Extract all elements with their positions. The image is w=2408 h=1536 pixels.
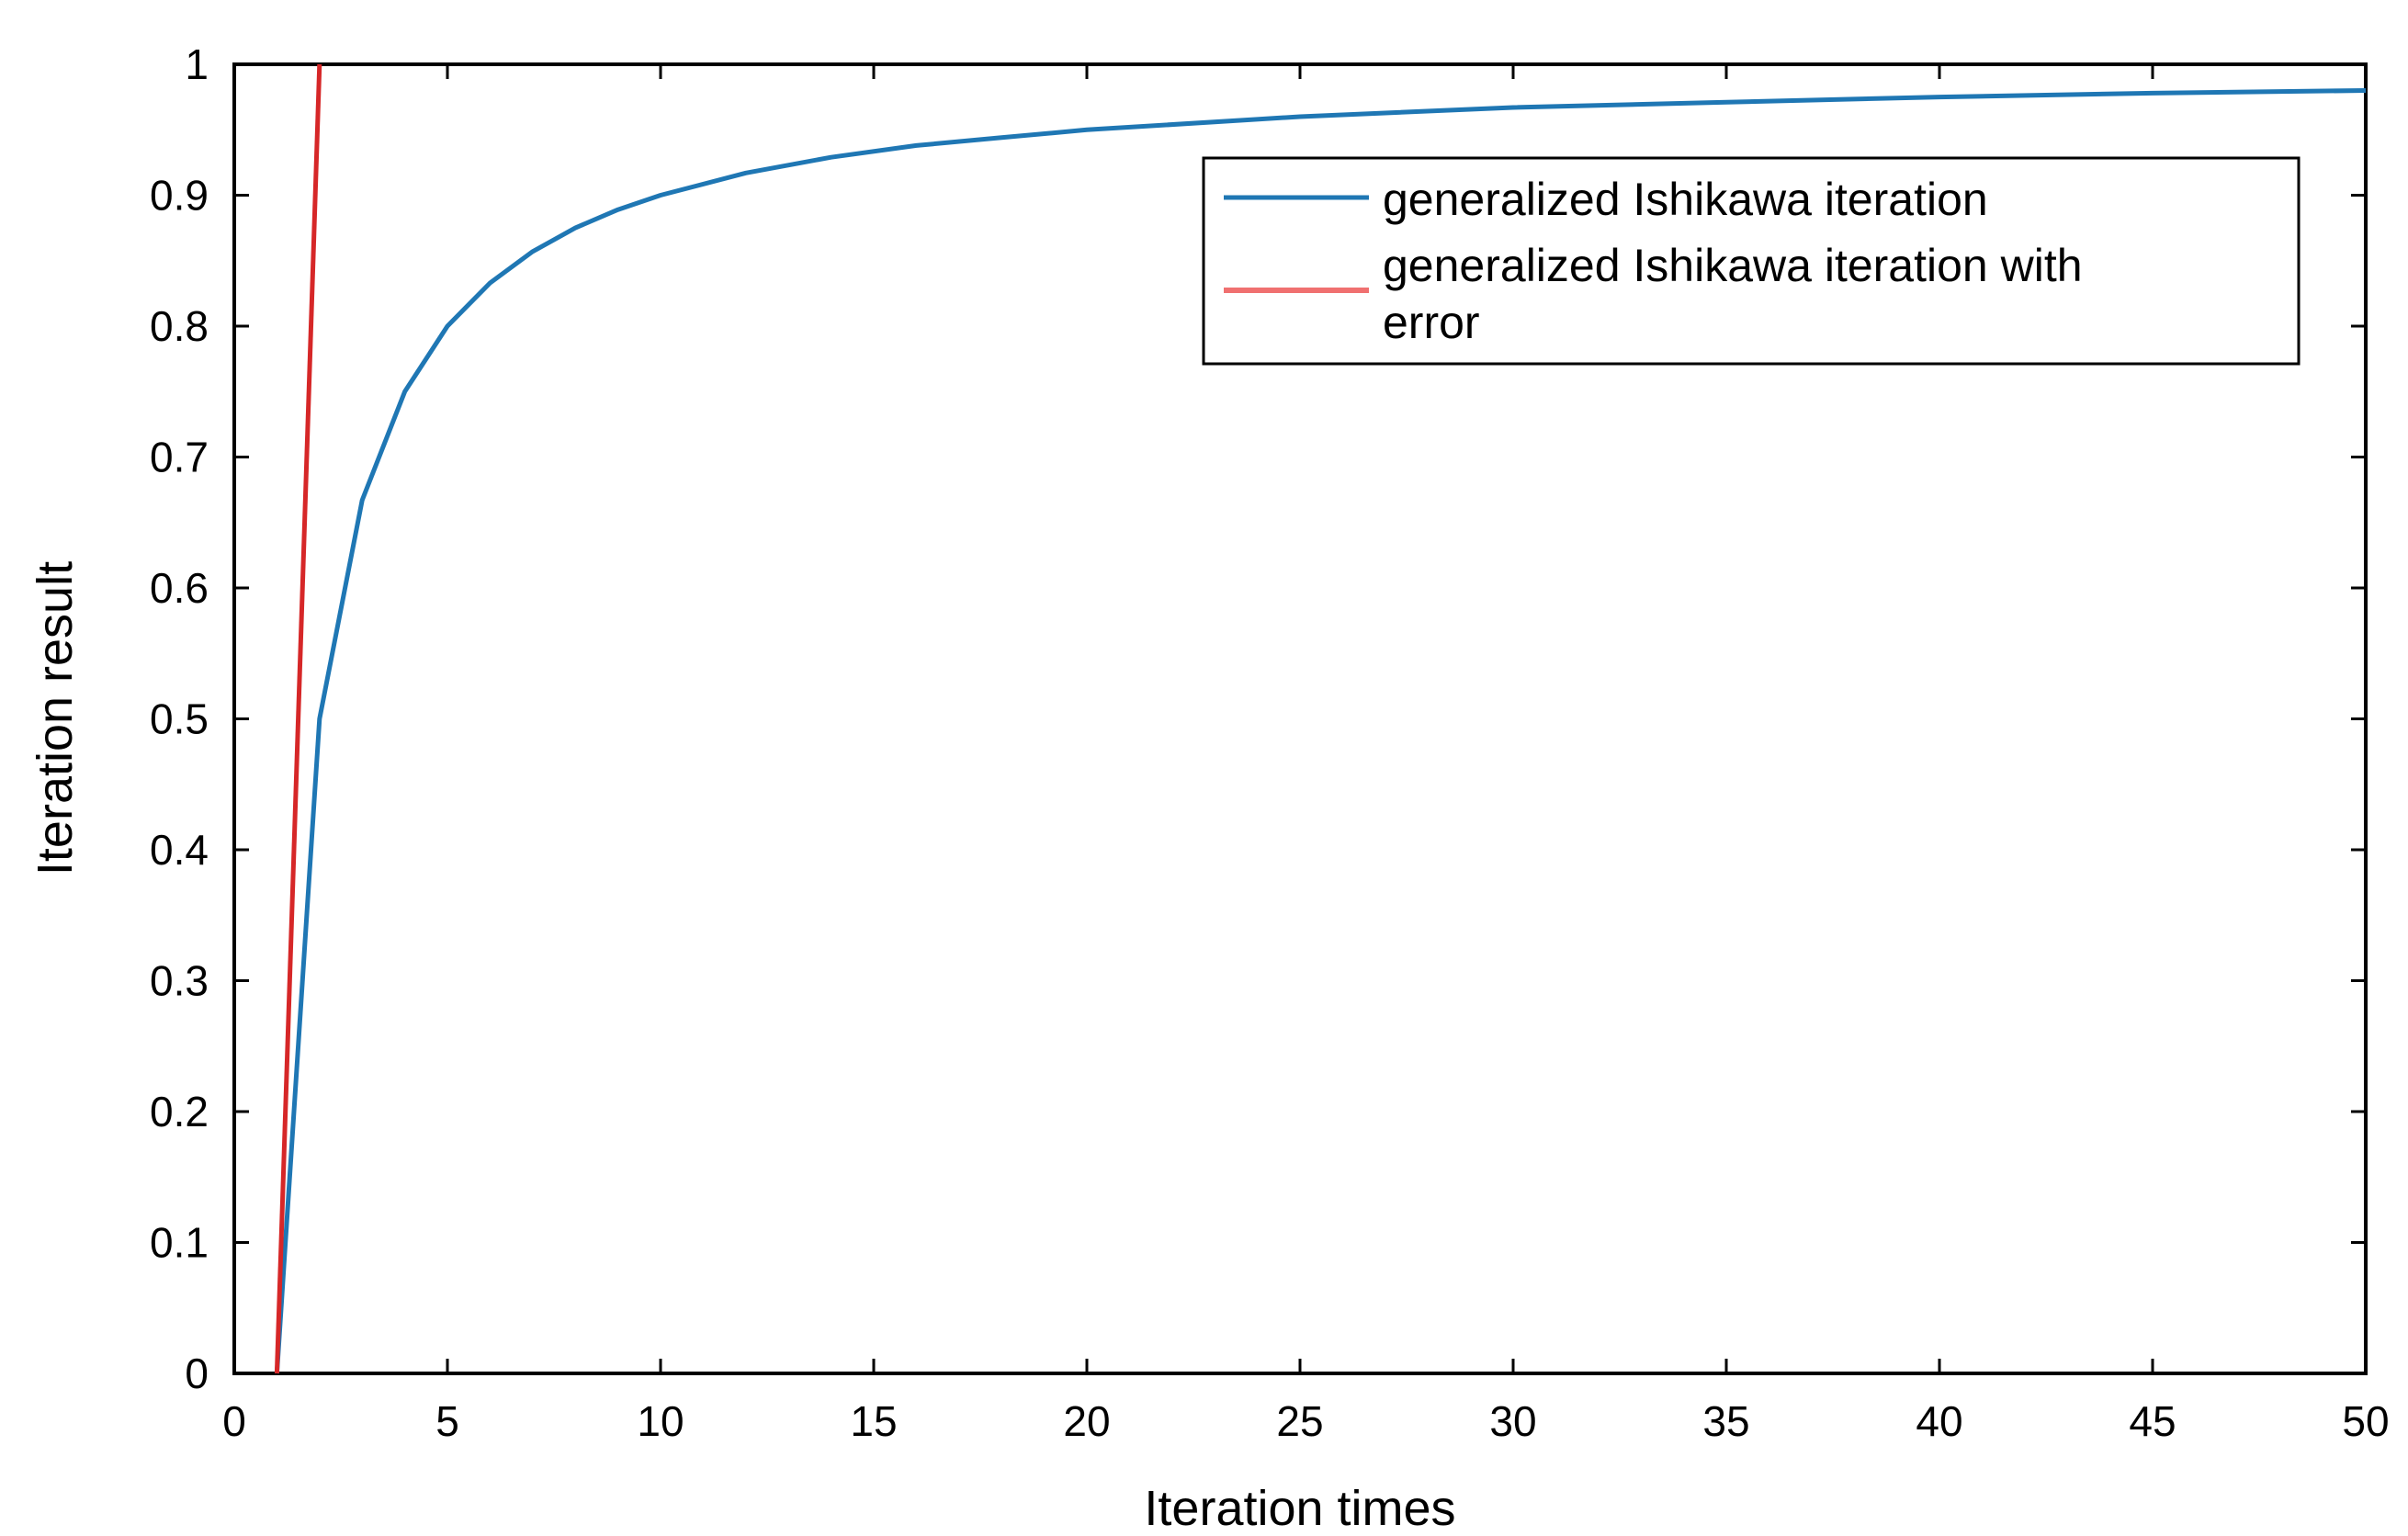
legend-label-ishikawa-with-error: generalized Ishikawa iteration with error <box>1383 240 2083 348</box>
y-tick-label: 0.1 <box>150 1219 209 1267</box>
x-tick-label: 5 <box>435 1397 459 1445</box>
axis-ticks: 0 5 10 15 20 25 30 35 40 45 50 0 0.1 0.2 0.3 0.4 0.5 0.6 0… <box>150 40 2390 1445</box>
legend-label-line: error <box>1383 297 1480 348</box>
x-tick-label: 15 <box>850 1397 897 1445</box>
x-tick-label: 40 <box>1916 1397 1962 1445</box>
y-tick-label: 0.7 <box>150 434 209 481</box>
x-tick-label: 30 <box>1489 1397 1536 1445</box>
x-tick-label: 25 <box>1276 1397 1323 1445</box>
y-tick-label: 0.6 <box>150 564 209 612</box>
x-tick-label: 35 <box>1702 1397 1749 1445</box>
series-line-0 <box>274 88 2367 1374</box>
x-tick-label: 45 <box>2129 1397 2176 1445</box>
x-axis-title: Iteration times <box>1144 1481 1455 1536</box>
legend-box <box>1202 156 2301 366</box>
y-tick-label: 0 <box>185 1350 209 1397</box>
y-axis-title: Iteration result <box>28 561 83 875</box>
x-tick-label: 10 <box>637 1397 684 1445</box>
x-tick-label: 20 <box>1063 1397 1110 1445</box>
y-tick-label: 0.9 <box>150 172 209 220</box>
legend-label-line: generalized Ishikawa iteration with <box>1383 240 2083 291</box>
legend: generalized Ishikawa iteration generaliz… <box>1202 156 2301 366</box>
series-lines <box>274 63 2367 1374</box>
y-tick-label: 0.3 <box>150 957 209 1005</box>
y-tick-label: 1 <box>185 40 209 88</box>
y-tick-label: 0.2 <box>150 1088 209 1135</box>
x-tick-label: 50 <box>2342 1397 2389 1445</box>
series-line-1 <box>274 63 322 1374</box>
y-tick-label: 0.8 <box>150 302 209 350</box>
x-tick-label: 0 <box>222 1397 246 1445</box>
legend-label-generalized-ishikawa: generalized Ishikawa iteration <box>1383 174 1988 225</box>
y-tick-label: 0.5 <box>150 695 209 743</box>
y-tick-label: 0.4 <box>150 826 209 874</box>
